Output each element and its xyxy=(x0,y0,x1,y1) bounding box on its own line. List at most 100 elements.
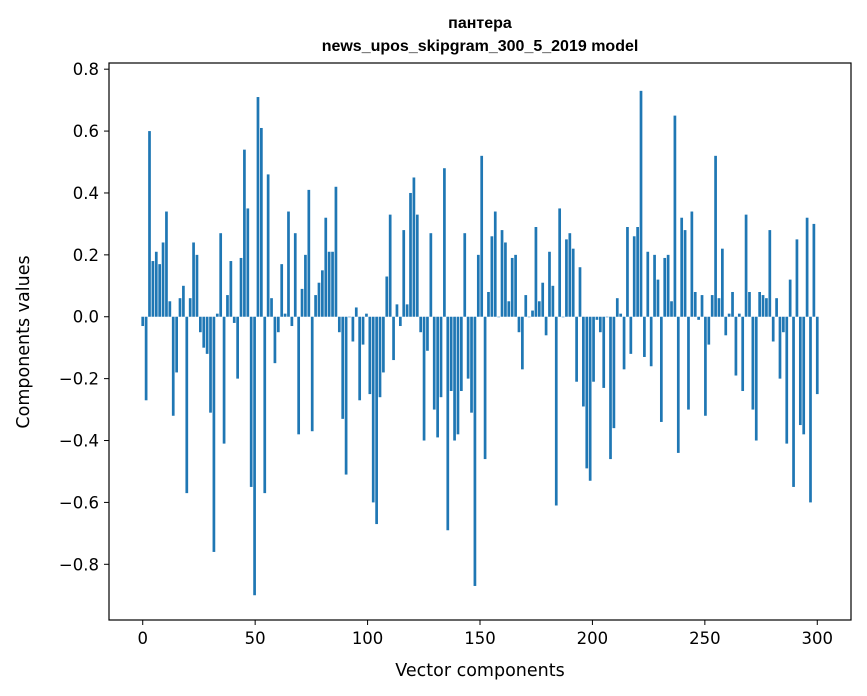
bar xyxy=(754,316,758,441)
y-axis-ticks: −0.8 −0.6 −0.4 −0.2 0.0 0.2 0.4 0.6 0.8 xyxy=(59,60,109,574)
bar xyxy=(205,316,209,354)
bar xyxy=(141,316,145,327)
bar xyxy=(748,291,751,317)
bar xyxy=(527,316,531,318)
bar xyxy=(805,217,809,317)
bar xyxy=(565,239,568,317)
bar xyxy=(809,316,812,503)
bar xyxy=(775,298,778,317)
bar xyxy=(412,177,416,317)
bar xyxy=(348,316,351,318)
bar xyxy=(341,316,345,419)
bar xyxy=(531,310,534,317)
bar xyxy=(798,316,802,426)
bar xyxy=(185,316,189,494)
bar xyxy=(371,316,375,503)
bar xyxy=(646,251,650,317)
bar xyxy=(598,316,602,333)
bar xyxy=(246,208,250,317)
bar xyxy=(297,316,301,435)
bar xyxy=(426,316,429,351)
bar xyxy=(626,227,629,317)
bar xyxy=(585,316,589,469)
bar xyxy=(571,248,575,317)
bar xyxy=(582,316,585,407)
bar xyxy=(521,316,524,370)
bar xyxy=(734,316,738,376)
bar xyxy=(324,217,328,317)
bar xyxy=(724,316,728,336)
bar xyxy=(253,316,256,596)
bar xyxy=(514,254,517,317)
bar xyxy=(656,279,660,317)
bar xyxy=(788,279,792,317)
bar xyxy=(219,233,223,317)
bar xyxy=(551,285,555,317)
bar xyxy=(592,316,595,382)
bar xyxy=(782,316,785,333)
bar xyxy=(182,285,185,317)
bar xyxy=(758,291,761,317)
bar xyxy=(632,236,636,317)
bar xyxy=(209,316,212,413)
bar xyxy=(680,217,684,317)
bar xyxy=(290,316,294,327)
bar xyxy=(612,316,616,429)
bar xyxy=(670,301,673,317)
y-tick-label: 0.2 xyxy=(73,246,99,265)
bar xyxy=(548,251,551,317)
bar xyxy=(541,282,545,317)
bar xyxy=(199,316,202,333)
bar xyxy=(493,211,497,317)
bar xyxy=(276,316,280,333)
bar xyxy=(188,298,192,317)
y-tick-label: −0.8 xyxy=(59,555,99,574)
bar xyxy=(436,316,439,438)
x-tick-label: 50 xyxy=(245,629,266,648)
bar xyxy=(283,313,287,317)
bar xyxy=(327,251,331,317)
bar xyxy=(354,307,358,317)
y-tick-label: 0.0 xyxy=(73,308,99,327)
y-tick-label: −0.2 xyxy=(59,370,99,389)
bar xyxy=(405,304,409,317)
bar xyxy=(368,316,372,395)
bar xyxy=(432,316,436,410)
bar xyxy=(392,316,395,361)
bar xyxy=(165,211,168,317)
bar xyxy=(812,223,816,317)
bar xyxy=(334,186,338,317)
bar xyxy=(490,236,494,317)
bar xyxy=(239,257,243,317)
bar xyxy=(795,239,799,317)
bar xyxy=(385,276,389,317)
bar xyxy=(717,298,721,317)
bar xyxy=(192,242,195,317)
bar xyxy=(236,316,239,379)
bar xyxy=(361,316,365,345)
x-tick-label: 0 xyxy=(137,629,148,648)
bar xyxy=(554,316,558,506)
bar xyxy=(215,313,219,317)
chart-title-line2: news_upos_skipgram_300_5_2019 model xyxy=(322,38,639,55)
x-tick-label: 250 xyxy=(689,629,721,648)
bar xyxy=(178,298,182,317)
x-tick-label: 200 xyxy=(577,629,609,648)
bar xyxy=(721,248,724,317)
bar xyxy=(409,192,412,317)
bar xyxy=(659,316,663,422)
bar xyxy=(402,230,406,317)
bar xyxy=(731,291,734,317)
bar xyxy=(195,254,199,317)
bar xyxy=(304,254,307,317)
bar xyxy=(449,316,453,392)
bar xyxy=(307,189,311,317)
bar xyxy=(429,233,433,317)
bar xyxy=(273,316,277,364)
x-tick-label: 150 xyxy=(464,629,496,648)
bar xyxy=(358,316,362,401)
bar xyxy=(314,295,317,317)
bar xyxy=(643,316,646,357)
bar xyxy=(480,155,484,317)
bar xyxy=(751,316,755,410)
